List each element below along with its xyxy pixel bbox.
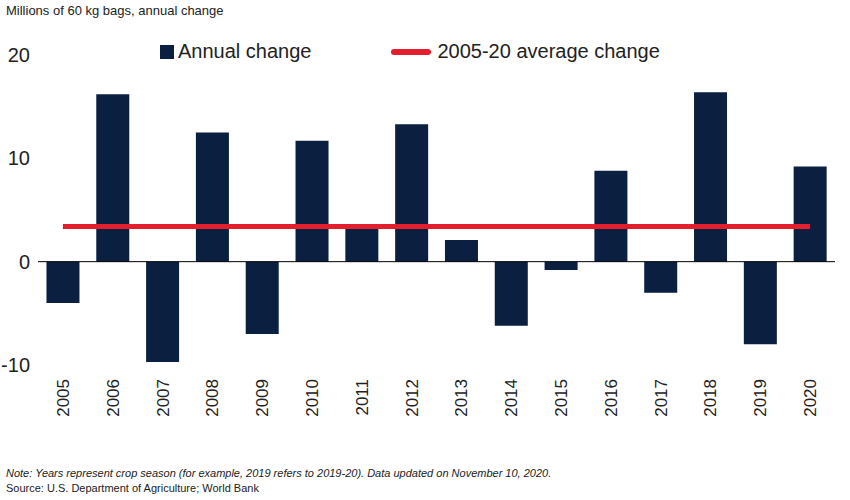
svg-text:2008: 2008 [203, 379, 222, 417]
svg-text:2005: 2005 [54, 379, 73, 417]
html-text:Annual change: Annual change [178, 40, 312, 62]
svg-text:2019: 2019 [751, 379, 770, 417]
svg-text:2014: 2014 [502, 379, 521, 417]
svg-text:2007: 2007 [154, 379, 173, 417]
svg-text:2010: 2010 [303, 379, 322, 417]
svg-text:2009: 2009 [253, 379, 272, 417]
svg-text:2017: 2017 [652, 379, 671, 417]
svg-text:2012: 2012 [403, 379, 422, 417]
svg-text:10: 10 [8, 147, 30, 169]
svg-text:2006: 2006 [104, 379, 123, 417]
svg-text:-10: -10 [8, 354, 30, 376]
svg-text:2015: 2015 [552, 379, 571, 417]
html-text:Source: U.S. Department of Agr: Source: U.S. Department of Agriculture; … [6, 482, 259, 494]
html-text:2005-20 average change: 2005-20 average change [437, 40, 660, 62]
svg-text:2013: 2013 [452, 379, 471, 417]
svg-text:2011: 2011 [353, 379, 372, 416]
svg-text:2020: 2020 [801, 379, 820, 417]
svg-text:2016: 2016 [602, 379, 621, 417]
svg-text:0: 0 [19, 251, 30, 273]
svg-text:2018: 2018 [701, 379, 720, 417]
html-text:Note: Years represent crop sea: Note: Years represent crop season (for e… [6, 467, 552, 479]
html-text:Millions of 60 kg bags, annual: Millions of 60 kg bags, annual change [6, 3, 224, 18]
svg-text:20: 20 [8, 44, 30, 66]
